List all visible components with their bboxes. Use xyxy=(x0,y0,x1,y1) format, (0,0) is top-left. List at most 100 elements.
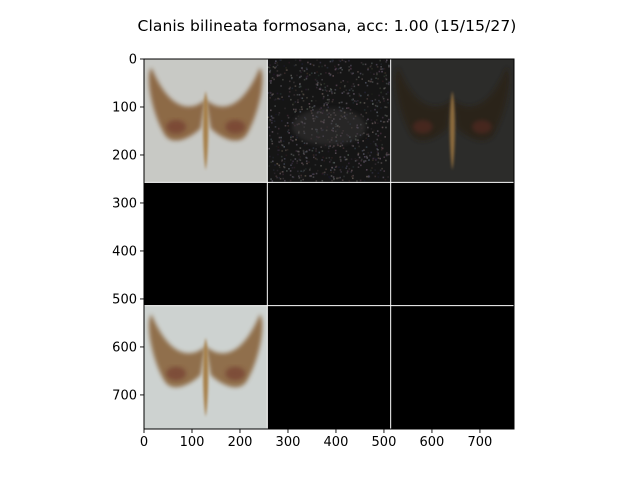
noise-pixel xyxy=(339,71,342,74)
noise-pixel xyxy=(381,167,383,170)
noise-pixel xyxy=(302,143,304,146)
noise-pixel xyxy=(299,108,301,111)
noise-pixel xyxy=(376,105,379,108)
noise-pixel xyxy=(305,150,308,153)
noise-pixel xyxy=(351,175,353,178)
noise-pixel xyxy=(269,120,272,123)
noise-pixel xyxy=(384,106,386,108)
noise-pixel xyxy=(363,109,366,111)
noise-pixel xyxy=(357,76,360,78)
noise-pixel xyxy=(359,72,362,75)
noise-pixel xyxy=(277,146,280,149)
noise-pixel xyxy=(334,152,337,154)
noise-pixel xyxy=(387,91,389,94)
noise-pixel xyxy=(298,158,301,161)
noise-pixel xyxy=(277,97,279,100)
noise-pixel xyxy=(332,75,335,77)
noise-pixel xyxy=(359,101,362,104)
noise-pixel xyxy=(339,176,342,179)
noise-pixel xyxy=(361,115,364,117)
noise-pixel xyxy=(306,72,309,75)
noise-pixel xyxy=(342,147,345,149)
noise-pixel xyxy=(323,103,326,105)
image-cell xyxy=(144,305,268,429)
noise-pixel xyxy=(386,120,389,123)
noise-pixel xyxy=(366,98,369,100)
noise-pixel xyxy=(336,176,338,179)
noise-pixel xyxy=(279,74,281,77)
noise-pixel xyxy=(278,164,281,167)
noise-pixel xyxy=(346,107,348,110)
noise-pixel xyxy=(357,141,360,144)
noise-pixel xyxy=(292,139,294,142)
noise-pixel xyxy=(347,107,350,109)
noise-pixel xyxy=(323,173,326,176)
noise-pixel xyxy=(289,179,292,182)
hindwing-spot xyxy=(472,120,492,134)
x-tick-label: 400 xyxy=(324,435,349,450)
noise-pixel xyxy=(267,66,270,69)
noise-pixel xyxy=(370,78,373,81)
noise-pixel xyxy=(327,150,330,153)
noise-pixel xyxy=(273,78,275,81)
noise-pixel xyxy=(286,122,289,124)
y-tick-label: 700 xyxy=(112,388,137,403)
noise-pixel xyxy=(302,163,304,166)
noise-pixel xyxy=(363,156,366,158)
noise-pixel xyxy=(341,92,344,94)
noise-pixel xyxy=(368,175,371,178)
noise-pixel xyxy=(312,95,314,98)
image-cells xyxy=(144,59,514,429)
noise-pixel xyxy=(281,160,283,163)
noise-pixel xyxy=(325,168,327,171)
noise-pixel xyxy=(337,68,340,70)
noise-pixel xyxy=(380,162,383,164)
noise-pixel xyxy=(387,101,389,104)
noise-pixel xyxy=(297,99,299,101)
noise-pixel xyxy=(288,95,290,98)
noise-pixel xyxy=(374,158,376,160)
noise-pixel xyxy=(276,64,279,67)
noise-pixel xyxy=(276,92,279,95)
noise-pixel xyxy=(303,142,306,144)
noise-pixel xyxy=(300,75,302,78)
noise-pixel xyxy=(383,59,385,62)
noise-pixel xyxy=(331,157,333,159)
noise-pixel xyxy=(354,158,357,160)
right-wing xyxy=(452,67,510,141)
noise-pixel xyxy=(337,144,339,147)
noise-pixel xyxy=(328,176,330,178)
noise-pixel xyxy=(347,170,350,173)
noise-pixel xyxy=(311,63,314,66)
noise-pixel xyxy=(280,139,282,142)
noise-pixel xyxy=(275,175,278,178)
moth-body xyxy=(203,91,209,170)
noise-pixel xyxy=(384,87,386,89)
noise-pixel xyxy=(385,59,388,62)
noise-pixel xyxy=(380,120,382,123)
noise-pixel xyxy=(362,140,364,142)
noise-pixel xyxy=(352,102,355,104)
noise-pixel xyxy=(318,65,320,68)
noise-pixel xyxy=(274,62,277,64)
noise-pixel xyxy=(352,145,354,147)
noise-pixel xyxy=(283,65,285,67)
noise-pixel xyxy=(370,64,372,67)
noise-pixel xyxy=(282,177,285,180)
noise-pixel xyxy=(283,146,286,148)
noise-pixel xyxy=(272,117,275,119)
hindwing-spot xyxy=(225,120,246,134)
noise-pixel xyxy=(274,126,277,128)
noise-pixel xyxy=(292,176,295,179)
noise-pixel xyxy=(294,85,297,87)
noise-pixel xyxy=(320,107,322,109)
noise-pixel xyxy=(384,77,387,80)
noise-pixel xyxy=(343,59,345,62)
noise-pixel xyxy=(384,179,387,181)
noise-pixel xyxy=(343,91,345,93)
x-tick-label: 100 xyxy=(180,435,205,450)
noise-pixel xyxy=(276,169,279,172)
noise-pixel xyxy=(279,93,282,95)
noise-pixel xyxy=(299,70,301,72)
noise-pixel xyxy=(386,152,388,154)
